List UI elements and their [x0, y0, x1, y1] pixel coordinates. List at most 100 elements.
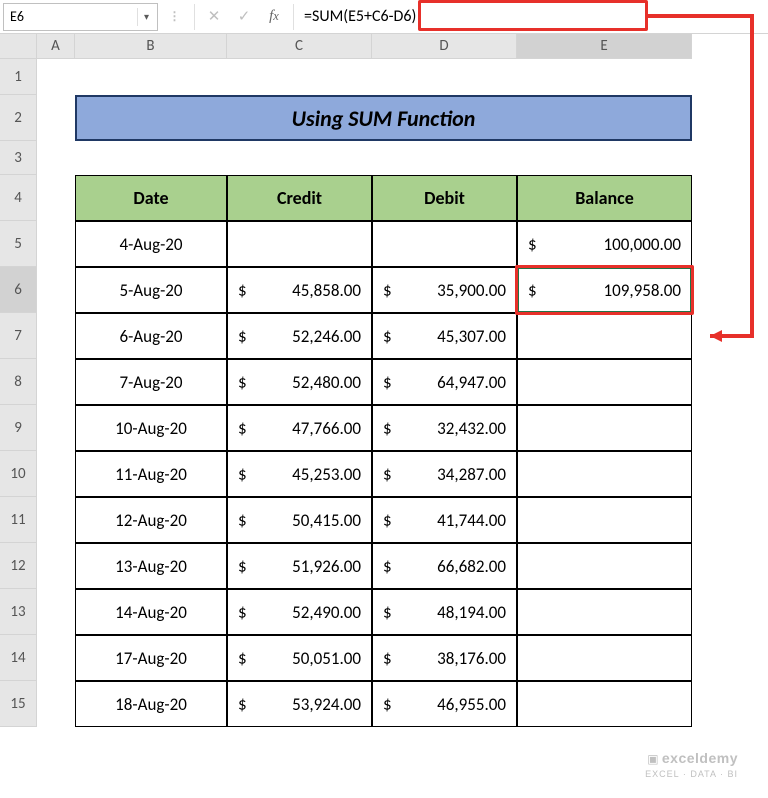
cell-value: 34,287.00: [437, 464, 506, 485]
dollar-sign: $: [238, 510, 247, 531]
cell-balance[interactable]: [517, 451, 692, 497]
header-credit[interactable]: Credit: [227, 175, 372, 221]
cancel-icon[interactable]: ✕: [199, 3, 229, 31]
cell-value: 35,900.00: [437, 280, 506, 301]
column-header-D[interactable]: D: [372, 34, 517, 59]
cell-debit[interactable]: $38,176.00: [372, 635, 517, 681]
dollar-sign: $: [238, 418, 247, 439]
column-header-E[interactable]: E: [517, 34, 692, 59]
cell-value: 52,246.00: [292, 326, 361, 347]
cell-balance[interactable]: [517, 543, 692, 589]
cell-date[interactable]: 17-Aug-20: [75, 635, 227, 681]
row-header-5[interactable]: 5: [0, 221, 37, 267]
cell-debit[interactable]: $64,947.00: [372, 359, 517, 405]
select-all-corner[interactable]: [0, 34, 37, 59]
row-header-3[interactable]: 3: [0, 141, 37, 175]
row-header-8[interactable]: 8: [0, 359, 37, 405]
cell-value: 100,000.00: [604, 234, 681, 255]
cell-date[interactable]: 7-Aug-20: [75, 359, 227, 405]
cell-debit[interactable]: $48,194.00: [372, 589, 517, 635]
cell-value: 53,924.00: [292, 694, 361, 715]
cell-credit[interactable]: $52,246.00: [227, 313, 372, 359]
fx-icon[interactable]: fx: [259, 3, 289, 31]
cell-value: 50,051.00: [292, 648, 361, 669]
cell-balance[interactable]: [517, 405, 692, 451]
column-header-B[interactable]: B: [75, 34, 227, 59]
cell-date[interactable]: 12-Aug-20: [75, 497, 227, 543]
cell-date[interactable]: 10-Aug-20: [75, 405, 227, 451]
row-header-1[interactable]: 1: [0, 59, 37, 95]
row-header-15[interactable]: 15: [0, 681, 37, 727]
dollar-sign: $: [238, 694, 247, 715]
cell-credit[interactable]: [227, 221, 372, 267]
cell-balance[interactable]: [517, 497, 692, 543]
cell-debit[interactable]: $32,432.00: [372, 405, 517, 451]
cell-balance[interactable]: [517, 589, 692, 635]
divider: [194, 4, 195, 30]
formula-bar-expand-icon[interactable]: ⋮: [160, 3, 190, 31]
cell-credit[interactable]: $47,766.00: [227, 405, 372, 451]
cell-value: 32,432.00: [437, 418, 506, 439]
row-header-4[interactable]: 4: [0, 175, 37, 221]
column-header-C[interactable]: C: [227, 34, 372, 59]
cell-credit[interactable]: $52,480.00: [227, 359, 372, 405]
cell-balance[interactable]: [517, 681, 692, 727]
cell-credit[interactable]: $45,253.00: [227, 451, 372, 497]
cell-credit[interactable]: $45,858.00: [227, 267, 372, 313]
cell-debit[interactable]: $35,900.00: [372, 267, 517, 313]
cell-credit[interactable]: $51,926.00: [227, 543, 372, 589]
cell-date[interactable]: 5-Aug-20: [75, 267, 227, 313]
header-date[interactable]: Date: [75, 175, 227, 221]
cell-value: 46,955.00: [437, 694, 506, 715]
cell-credit[interactable]: $53,924.00: [227, 681, 372, 727]
row-header-7[interactable]: 7: [0, 313, 37, 359]
formula-bar: E6 ▾ ⋮ ✕ ✓ fx =SUM(E5+C6-D6): [0, 0, 768, 34]
cell-date[interactable]: 6-Aug-20: [75, 313, 227, 359]
row-header-14[interactable]: 14: [0, 635, 37, 681]
cell-date[interactable]: 18-Aug-20: [75, 681, 227, 727]
cell-balance[interactable]: [517, 635, 692, 681]
cell-value: 47,766.00: [292, 418, 361, 439]
cell-value: 66,682.00: [437, 556, 506, 577]
formula-text: =SUM(E5+C6-D6): [304, 7, 416, 26]
cell-balance[interactable]: $100,000.00: [517, 221, 692, 267]
row-header-13[interactable]: 13: [0, 589, 37, 635]
cell-debit[interactable]: $66,682.00: [372, 543, 517, 589]
column-header-A[interactable]: A: [37, 34, 75, 59]
cell-date[interactable]: 11-Aug-20: [75, 451, 227, 497]
formula-input[interactable]: =SUM(E5+C6-D6): [298, 3, 768, 31]
cell-balance[interactable]: [517, 359, 692, 405]
cell-date[interactable]: 14-Aug-20: [75, 589, 227, 635]
cell-value: 109,958.00: [604, 280, 681, 301]
cell-debit[interactable]: $45,307.00: [372, 313, 517, 359]
cell-debit[interactable]: $34,287.00: [372, 451, 517, 497]
header-balance[interactable]: Balance: [517, 175, 692, 221]
dollar-sign: $: [383, 280, 392, 301]
cell-date[interactable]: 13-Aug-20: [75, 543, 227, 589]
row-header-2[interactable]: 2: [0, 95, 37, 141]
cell-credit[interactable]: $50,051.00: [227, 635, 372, 681]
enter-icon[interactable]: ✓: [229, 3, 259, 31]
name-box-dropdown-icon[interactable]: ▾: [137, 8, 155, 26]
cell-debit[interactable]: $41,744.00: [372, 497, 517, 543]
cell-debit[interactable]: $46,955.00: [372, 681, 517, 727]
row-header-10[interactable]: 10: [0, 451, 37, 497]
row-header-9[interactable]: 9: [0, 405, 37, 451]
cell-balance[interactable]: $109,958.00: [517, 267, 692, 313]
cell-debit[interactable]: [372, 221, 517, 267]
row-header-12[interactable]: 12: [0, 543, 37, 589]
dollar-sign: $: [383, 694, 392, 715]
cell-balance[interactable]: [517, 313, 692, 359]
cell-date[interactable]: 4-Aug-20: [75, 221, 227, 267]
row-header-11[interactable]: 11: [0, 497, 37, 543]
row-header-6[interactable]: 6: [0, 267, 37, 313]
cell-credit[interactable]: $52,490.00: [227, 589, 372, 635]
dollar-sign: $: [383, 326, 392, 347]
column-headers: ABCDE: [37, 34, 692, 59]
name-box-value: E6: [10, 8, 24, 25]
name-box[interactable]: E6 ▾: [3, 3, 158, 31]
title-cell[interactable]: Using SUM Function: [75, 95, 692, 141]
cell-credit[interactable]: $50,415.00: [227, 497, 372, 543]
dollar-sign: $: [383, 602, 392, 623]
header-debit[interactable]: Debit: [372, 175, 517, 221]
